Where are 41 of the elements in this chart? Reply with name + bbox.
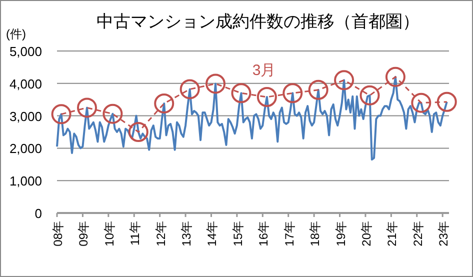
y-tick-label: 2,000 — [9, 141, 42, 156]
y-axis-title: (件) — [6, 27, 26, 41]
x-tick-label: 13年 — [180, 221, 194, 246]
x-tick-label: 16年 — [256, 221, 271, 246]
point — [334, 70, 354, 90]
y-tick-label: 4,000 — [9, 76, 42, 92]
y-tick-label: 1,000 — [9, 174, 42, 189]
point — [128, 122, 148, 142]
point — [76, 98, 97, 118]
point — [102, 104, 123, 124]
point — [231, 83, 252, 104]
x-tick-label: 10年 — [102, 221, 116, 246]
x-tick-label: 21年 — [385, 221, 400, 246]
x-tick-label: 08年 — [51, 221, 65, 246]
point — [360, 85, 380, 106]
point — [51, 104, 72, 124]
x-tick-label: 14年 — [205, 221, 220, 246]
x-tick-label: 18年 — [308, 221, 322, 246]
x-tick-label: 15年 — [230, 221, 245, 246]
point — [385, 66, 406, 87]
point — [308, 80, 328, 100]
y-tick-label: 5,000 — [9, 44, 42, 59]
point — [154, 93, 174, 114]
x-tick-label: 23年 — [436, 221, 451, 246]
x-tick-label: 12年 — [154, 221, 168, 246]
series-label: 3月 — [252, 62, 276, 80]
point — [180, 79, 200, 100]
x-tick-label: 17年 — [282, 221, 296, 246]
point — [206, 74, 226, 94]
x-tick-label: 22年 — [410, 221, 425, 246]
x-tick-label: 11年 — [128, 221, 142, 246]
point — [256, 87, 277, 108]
point — [411, 92, 432, 113]
chart-title: 中古マンション成約件数の推移（首都圏） — [96, 12, 420, 31]
x-tick-label: 20年 — [359, 221, 374, 246]
point — [436, 92, 457, 112]
point — [282, 83, 303, 104]
x-tick-label: 19年 — [334, 221, 348, 246]
y-tick-label: 0 — [34, 206, 42, 221]
x-tick-label: 09年 — [76, 221, 91, 246]
y-tick-label: 3,000 — [9, 108, 42, 124]
